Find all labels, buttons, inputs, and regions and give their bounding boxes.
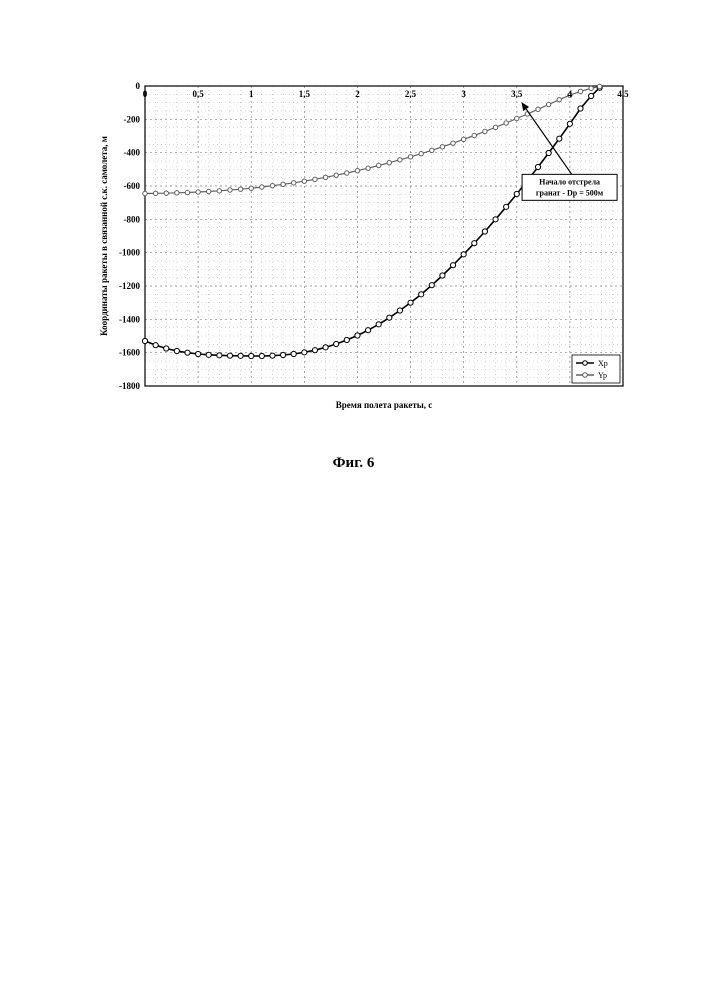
y-axis-label: Координаты ракеты в связанной с.к. самол… [100,136,109,336]
x-tick-label: 2 [355,89,360,99]
x-tick-label: 3,5 [511,89,523,99]
y-tick-label: -1000 [119,248,140,258]
figure-caption: Фиг. 6 [0,455,707,472]
y-tick-label: -200 [124,114,141,124]
annotation-text: Начало отстрела [539,177,600,186]
y-tick-label: -800 [124,214,141,224]
x-tick-label: 0,5 [192,89,204,99]
legend-box [572,355,620,383]
y-tick-label: -1800 [119,381,140,391]
x-tick-label: 1,5 [299,89,311,99]
y-tick-label: 0 [136,81,141,91]
x-tick-label: 3 [461,89,466,99]
x-tick-label: 4,5 [617,89,629,99]
y-tick-label: -1600 [119,348,140,358]
x-tick-label: 1 [249,89,254,99]
chart-container: 0 0,5 1 1,5 2 2,5 3 3,5 4 4,5 0 -200 -400 -600 -800 -10… [100,80,635,420]
x-axis-label: Время полета ракеты, с [336,400,433,410]
y-tick-label: -1400 [119,314,140,324]
annotation-text: гранат - Dp = 500м [536,188,604,197]
y-tick-label: -1200 [119,281,140,291]
x-tick-label: 4 [568,89,573,99]
x-tick-label: 0 [143,89,148,99]
x-tick-label: 2,5 [405,89,417,99]
y-tick-label: -400 [124,148,141,158]
legend-label: Yp [598,371,607,380]
legend-label: Xp [598,359,608,368]
chart-svg: 0 0,5 1 1,5 2 2,5 3 3,5 4 4,5 0 -200 -400 -600 -800 -10… [100,80,635,420]
y-tick-label: -600 [124,181,141,191]
